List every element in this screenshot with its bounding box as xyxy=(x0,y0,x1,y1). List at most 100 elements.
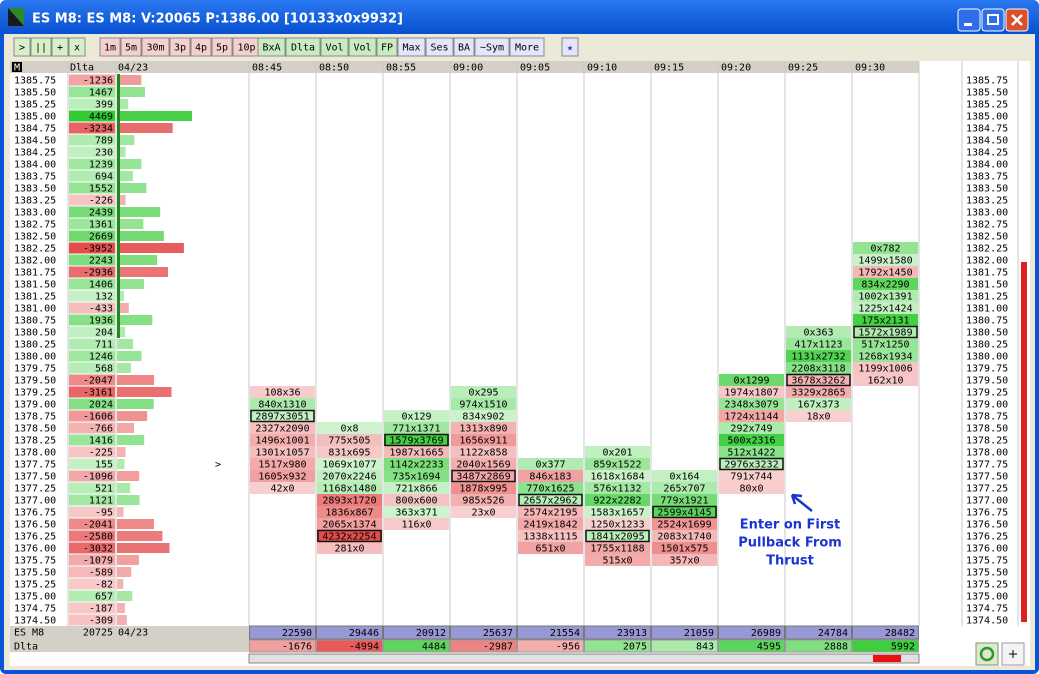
toolbar-button[interactable] xyxy=(13,37,31,57)
toolbar-button[interactable] xyxy=(141,37,170,57)
footprint-value: 735x1694 xyxy=(392,472,440,483)
footer-row xyxy=(10,626,249,652)
header-row xyxy=(962,61,1020,73)
footer-date: 04/23 xyxy=(118,628,148,639)
toolbar-button[interactable] xyxy=(474,37,510,57)
footprint-cell xyxy=(786,362,851,374)
right-price-label: 1385.00 xyxy=(966,112,1008,123)
footprint-cell xyxy=(317,470,382,482)
toolbar-button[interactable] xyxy=(425,37,454,57)
volume-value: 25637 xyxy=(483,628,513,639)
footprint-value: 2524x1699 xyxy=(657,520,711,531)
toolbar-button[interactable] xyxy=(285,37,321,57)
footprint-value: 834x2290 xyxy=(861,280,909,291)
delta-cell xyxy=(69,110,115,122)
toolbar-button[interactable] xyxy=(376,37,398,57)
footprint-cell xyxy=(384,518,449,530)
footprint-value: 363x371 xyxy=(395,508,437,519)
footprint-value: 2083x1740 xyxy=(657,532,711,543)
footprint-highlight xyxy=(719,457,784,471)
footprint-value: 2327x2090 xyxy=(255,424,309,435)
footprint-cell xyxy=(719,398,784,410)
volume-value: 23913 xyxy=(617,628,647,639)
price-label: 1374.50 xyxy=(14,616,56,627)
volume-cell xyxy=(517,625,584,640)
profile-bar xyxy=(117,111,192,121)
toolbar-button[interactable] xyxy=(561,37,579,57)
delta-value: 1552 xyxy=(89,184,113,195)
toolbar-button[interactable] xyxy=(397,37,426,57)
volume-value: 21059 xyxy=(684,628,714,639)
toolbar-button[interactable] xyxy=(68,37,86,57)
price-label: 1385.50 xyxy=(14,88,56,99)
toolbar-button[interactable] xyxy=(320,37,349,57)
scrollbar-thumb[interactable] xyxy=(873,655,901,662)
toolbar-button[interactable] xyxy=(30,37,52,57)
scrollbar[interactable] xyxy=(248,653,920,664)
delta-cell xyxy=(69,230,115,242)
delta-value: 568 xyxy=(95,364,113,375)
footprint-cell xyxy=(786,338,851,350)
price-label: 1376.00 xyxy=(14,544,56,555)
time-label: 09:20 xyxy=(721,63,751,74)
delta-cell xyxy=(69,134,115,146)
toolbar-button[interactable] xyxy=(509,37,545,57)
footprint-value: 771x1371 xyxy=(392,424,440,435)
price-label: 1379.25 xyxy=(14,388,56,399)
footprint-cell xyxy=(719,422,784,434)
footprint-value: 1301x1057 xyxy=(255,448,309,459)
toolbar-button[interactable] xyxy=(99,37,121,57)
toolbar-button[interactable] xyxy=(190,37,212,57)
footprint-cell xyxy=(317,494,382,506)
toolbar-button-label: 1m xyxy=(104,43,116,54)
window-title: ES M8: ES M8: V:20065 P:1386.00 [10133x0… xyxy=(32,12,403,27)
refresh-button[interactable] xyxy=(975,642,999,666)
footprint-cell xyxy=(250,446,315,458)
footprint-value: 1836x867 xyxy=(325,508,373,519)
footprint-cell xyxy=(518,530,583,542)
toolbar-button-label: 5m xyxy=(125,43,137,54)
footprint-value: 0x377 xyxy=(535,460,565,471)
price-label: 1380.00 xyxy=(14,352,56,363)
toolbar-button[interactable] xyxy=(120,37,142,57)
price-label: 1382.75 xyxy=(14,220,56,231)
window-buttons[interactable] xyxy=(957,8,1029,32)
footprint-value: 4232x2254 xyxy=(322,532,376,543)
delta-cell xyxy=(69,98,115,110)
toolbar-button[interactable] xyxy=(169,37,191,57)
delta-value: 2439 xyxy=(89,208,113,219)
toolbar-button[interactable] xyxy=(51,37,69,57)
footprint-cell xyxy=(317,446,382,458)
delta-value: -82 xyxy=(95,580,113,591)
delta-cell xyxy=(69,254,115,266)
delta-value: -226 xyxy=(89,196,113,207)
restore-button[interactable] xyxy=(981,8,1005,32)
column-delta-cell xyxy=(316,639,383,653)
profile-bar xyxy=(117,123,173,133)
profile-bar xyxy=(117,555,139,565)
delta-value: 2669 xyxy=(89,232,113,243)
toolbar-button[interactable] xyxy=(257,37,286,57)
column-delta-value: -956 xyxy=(556,642,580,653)
footprint-cell xyxy=(585,446,650,458)
delta-value: 230 xyxy=(95,148,113,159)
profile-marker: > xyxy=(215,460,221,471)
profile-bar xyxy=(117,423,134,433)
footprint-value: 1841x2095 xyxy=(590,532,644,543)
footprint-value: 175x2131 xyxy=(861,316,909,327)
footprint-value: 791x744 xyxy=(730,472,772,483)
footprint-cell xyxy=(250,470,315,482)
footprint-cell xyxy=(384,458,449,470)
profile-bar xyxy=(117,483,131,493)
minimize-button[interactable] xyxy=(957,8,981,32)
delta-value: -2041 xyxy=(83,520,113,531)
delta-cell xyxy=(69,86,115,98)
toolbar-button[interactable] xyxy=(211,37,233,57)
toolbar-button[interactable] xyxy=(348,37,377,57)
volume-cell xyxy=(450,625,517,640)
range-bar xyxy=(1021,262,1027,622)
toolbar-button[interactable] xyxy=(453,37,475,57)
profile-bar xyxy=(117,411,148,421)
price-label: 1378.25 xyxy=(14,436,56,447)
